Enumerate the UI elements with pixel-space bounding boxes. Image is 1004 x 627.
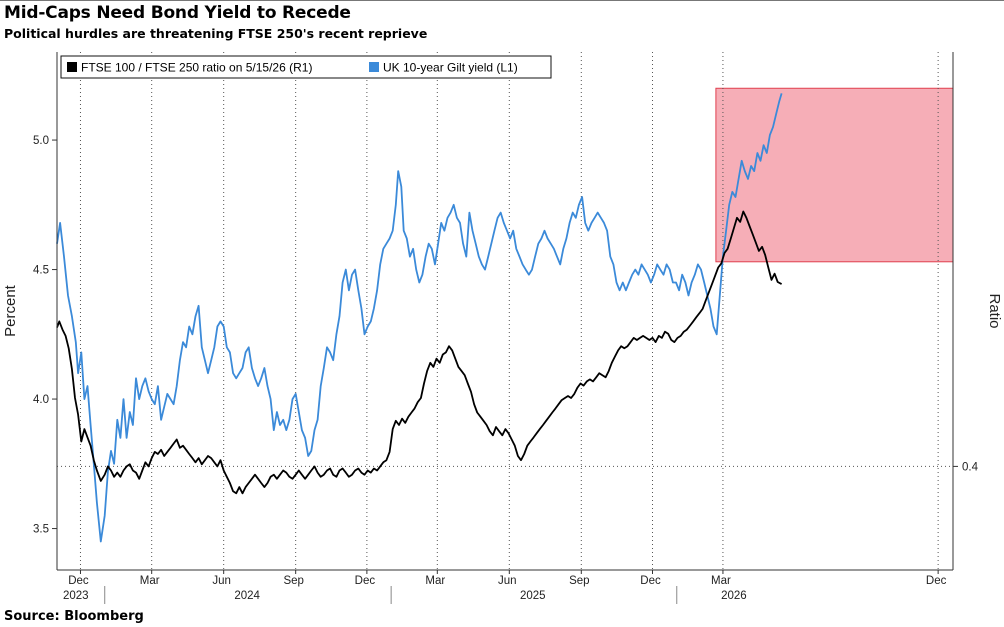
x-tick-label: Sep (569, 575, 589, 587)
x-year-label: 2026 (721, 590, 747, 602)
right-axis-title: Ratio (986, 293, 1003, 328)
highlight-box (715, 87, 954, 263)
legend-swatch (369, 62, 379, 72)
legend-entry-label: FTSE 100 / FTSE 250 ratio on 5/15/26 (R1… (81, 61, 312, 75)
x-tick-label: Jun (498, 575, 517, 587)
legend-swatch (67, 62, 77, 72)
x-tick-label: Mar (425, 575, 445, 587)
left-tick-label: 4.5 (33, 265, 49, 277)
x-tick-label: Jun (212, 575, 231, 587)
x-year-label: 2025 (520, 590, 546, 602)
x-tick-label: Mar (140, 575, 160, 587)
x-tick-label: Dec (926, 575, 947, 587)
legend-entry-label: UK 10-year Gilt yield (L1) (383, 61, 518, 75)
source-note: Source: Bloomberg (4, 609, 144, 624)
left-axis-title: Percent (2, 284, 19, 337)
x-year-label: 2023 (63, 590, 89, 602)
ftse-ratio-line (56, 210, 783, 495)
left-tick-label: 3.5 (33, 524, 49, 536)
right-tick-label: 0.4 (962, 461, 979, 473)
x-tick-label: Mar (711, 575, 731, 587)
legend-box (60, 55, 552, 79)
x-tick-label: Dec (640, 575, 661, 587)
x-tick-label: Sep (283, 575, 303, 587)
left-tick-label: 5.0 (33, 135, 49, 147)
x-year-label: 2024 (234, 590, 260, 602)
left-tick-label: 4.0 (33, 394, 49, 406)
x-tick-label: Dec (68, 575, 89, 587)
chart-title: Mid-Caps Need Bond Yield to Recede (4, 3, 351, 23)
x-tick-label: Dec (355, 575, 376, 587)
chart-subtitle: Political hurdles are threatening FTSE 2… (4, 26, 428, 41)
gilt-yield-line (56, 93, 783, 543)
